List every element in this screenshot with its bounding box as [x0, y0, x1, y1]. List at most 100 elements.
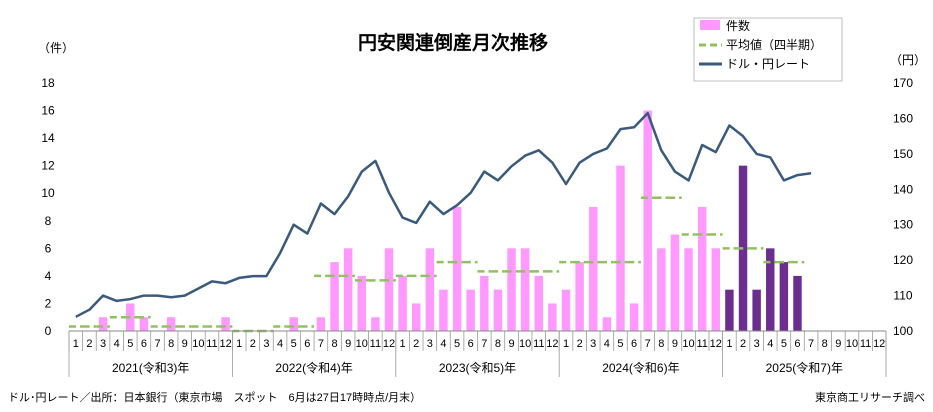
x-axis-month-label: 6 — [304, 338, 310, 350]
count-bar — [711, 248, 721, 331]
x-axis-month-label: 3 — [590, 338, 596, 350]
x-axis-month-label: 1 — [400, 338, 406, 350]
x-axis-month-label: 6 — [141, 338, 147, 350]
x-axis-month-label: 1 — [73, 338, 79, 350]
y-axis-left-tick-label: 16 — [41, 104, 55, 118]
count-bar — [602, 317, 612, 331]
y-axis-right-tick-label: 100 — [893, 324, 913, 338]
x-axis-month-label: 8 — [822, 338, 828, 350]
count-bar — [166, 317, 176, 331]
x-axis-month-label: 1 — [563, 338, 569, 350]
count-bar — [575, 262, 584, 331]
usd-jpy-line-layer — [75, 111, 812, 318]
count-bar — [452, 207, 462, 331]
x-axis-month-label: 6 — [631, 338, 637, 350]
x-axis-month-label: 9 — [182, 338, 188, 350]
y-axis-left-tick-label: 10 — [41, 186, 55, 200]
y-axis-left-tick-label: 12 — [41, 159, 55, 173]
count-bar — [766, 248, 775, 331]
x-axis-month-label: 10 — [846, 338, 858, 350]
y-axis-left-unit: （件） — [38, 41, 74, 55]
count-bar — [493, 289, 503, 331]
count-bar — [371, 317, 380, 331]
count-bar — [725, 289, 734, 331]
x-axis-month-label: 2 — [250, 338, 256, 350]
y-axis-right-unit: （円） — [890, 53, 926, 67]
count-bar — [139, 317, 149, 331]
x-axis-month-label: 1 — [236, 338, 242, 350]
x-axis-month-label: 11 — [206, 338, 217, 350]
count-bar — [616, 165, 625, 331]
x-axis-month-label: 1 — [726, 338, 732, 350]
x-axis-month-label: 3 — [263, 338, 269, 350]
y-axis-right-tick-label: 140 — [893, 182, 913, 196]
count-bar — [384, 248, 394, 331]
x-axis-month-label: 10 — [519, 338, 531, 350]
count-bar — [343, 248, 353, 331]
y-axis-right-tick-label: 110 — [893, 289, 912, 303]
count-bar — [629, 303, 639, 331]
count-bar — [657, 248, 666, 331]
count-bar — [561, 289, 571, 331]
count-bar — [793, 275, 802, 331]
x-axis-year-label: 2021(令和3)年 — [112, 360, 189, 375]
x-axis-month-label: 9 — [835, 338, 841, 350]
legend-label-rate: ドル・円レート — [726, 57, 810, 71]
count-bar — [330, 262, 339, 331]
x-axis-month-label: 10 — [356, 338, 368, 350]
x-axis-month-label: 9 — [508, 338, 514, 350]
count-bar — [466, 289, 475, 331]
y-axis-right-tick-label: 120 — [893, 253, 913, 267]
x-axis-month-label: 8 — [495, 338, 501, 350]
y-axis-left-tick-label: 8 — [45, 214, 52, 228]
legend-label-count: 件数 — [726, 18, 750, 33]
count-bar — [439, 289, 448, 331]
x-axis-month-label: 4 — [440, 338, 446, 350]
x-axis-month-label: 9 — [345, 338, 351, 350]
count-bar — [779, 262, 789, 331]
count-bar — [507, 248, 516, 331]
count-bar — [534, 275, 543, 331]
y-axis-right-tick-label: 150 — [893, 147, 913, 161]
count-bar — [684, 248, 693, 331]
x-axis-month-label: 7 — [481, 338, 487, 350]
x-axis-month-label: 2 — [740, 338, 746, 350]
x-axis-month-label: 7 — [808, 338, 814, 350]
y-axis-left-tick-label: 4 — [45, 269, 52, 283]
y-axis-left-tick-label: 2 — [45, 296, 52, 310]
count-bar — [289, 317, 298, 331]
count-bar — [670, 234, 680, 331]
x-axis-month-label: 7 — [645, 338, 651, 350]
count-bar — [548, 303, 557, 331]
legend-label-average: 平均値（四半期） — [726, 37, 822, 52]
x-axis-month-label: 5 — [781, 338, 787, 350]
x-axis-month-label: 12 — [873, 338, 885, 350]
y-axis-left-tick-label: 6 — [45, 241, 52, 255]
x-axis-month-label: 7 — [318, 338, 324, 350]
x-axis-month-label: 11 — [533, 338, 544, 350]
x-axis-month-label: 8 — [331, 338, 337, 350]
count-bar — [520, 248, 530, 331]
x-axis-month-label: 11 — [696, 338, 707, 350]
count-bar — [643, 110, 652, 331]
y-axis-left-tick-label: 14 — [41, 131, 55, 145]
x-axis-year-label: 2023(令和5)年 — [439, 360, 516, 375]
x-axis-month-label: 5 — [291, 338, 297, 350]
x-axis-month-label: 12 — [219, 338, 231, 350]
x-axis-month-label: 8 — [168, 338, 174, 350]
x-axis-month-label: 5 — [617, 338, 623, 350]
x-axis-month-label: 8 — [658, 338, 664, 350]
count-bar — [357, 275, 366, 331]
x-axis-year-label: 2022(令和4)年 — [275, 360, 352, 375]
x-axis-month-label: 10 — [682, 338, 694, 350]
bars-layer — [98, 110, 802, 331]
count-bar — [398, 275, 407, 331]
count-bar — [425, 248, 435, 331]
count-bar — [316, 317, 326, 331]
x-axis-month-label: 9 — [672, 338, 678, 350]
x-axis-year-label: 2025(令和7)年 — [766, 360, 843, 375]
y-axis-right-tick-label: 160 — [893, 111, 913, 125]
count-bar — [589, 207, 598, 331]
x-axis-month-label: 6 — [794, 338, 800, 350]
